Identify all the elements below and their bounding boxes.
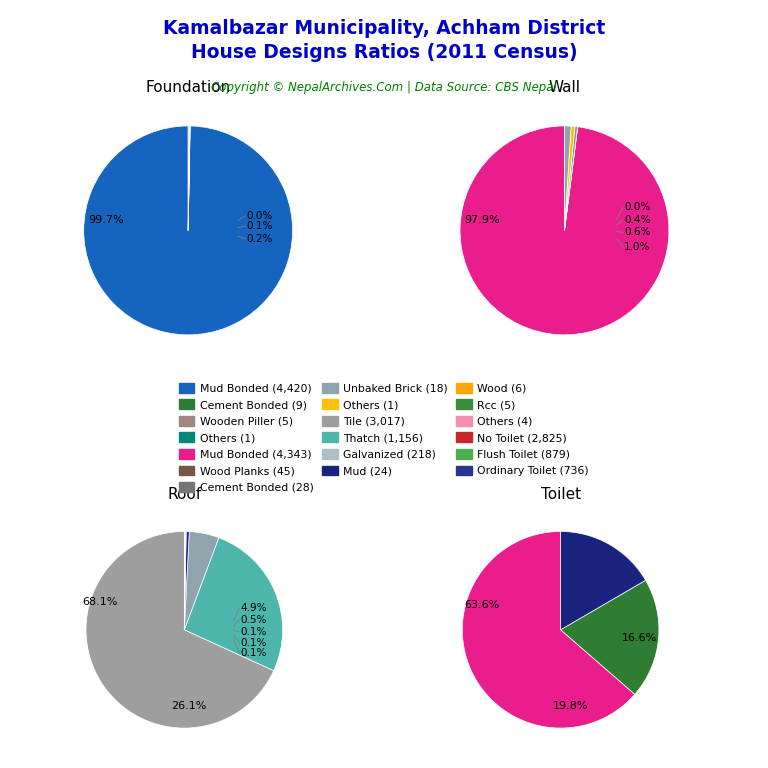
Wedge shape [184, 531, 186, 630]
Wedge shape [184, 531, 189, 630]
Title: Wall: Wall [548, 80, 581, 94]
Wedge shape [462, 531, 635, 728]
Wedge shape [564, 127, 578, 230]
Title: Toilet: Toilet [541, 487, 581, 502]
Wedge shape [184, 538, 283, 670]
Text: 4.9%: 4.9% [240, 603, 266, 613]
Text: 0.2%: 0.2% [247, 233, 273, 243]
Wedge shape [86, 531, 273, 728]
Text: 97.9%: 97.9% [464, 215, 500, 225]
Text: 0.1%: 0.1% [247, 221, 273, 231]
Wedge shape [84, 126, 293, 335]
Text: 0.6%: 0.6% [624, 227, 650, 237]
Title: Roof: Roof [167, 487, 201, 502]
Text: 26.1%: 26.1% [171, 700, 207, 710]
Text: 1.0%: 1.0% [624, 242, 650, 252]
Wedge shape [188, 126, 190, 230]
Text: 63.6%: 63.6% [465, 600, 500, 611]
Wedge shape [564, 127, 578, 230]
Title: Foundation: Foundation [145, 80, 231, 94]
Wedge shape [564, 126, 575, 230]
Text: 16.6%: 16.6% [621, 633, 657, 643]
Wedge shape [460, 126, 669, 335]
Wedge shape [188, 126, 190, 230]
Text: 0.1%: 0.1% [240, 648, 266, 658]
Text: 0.0%: 0.0% [624, 203, 650, 213]
Wedge shape [184, 531, 186, 630]
Text: 0.4%: 0.4% [624, 215, 650, 225]
Wedge shape [188, 126, 190, 230]
Wedge shape [561, 581, 659, 694]
Wedge shape [184, 531, 219, 630]
Text: 0.1%: 0.1% [240, 637, 266, 647]
Text: 19.8%: 19.8% [553, 700, 588, 710]
Text: Kamalbazar Municipality, Achham District
House Designs Ratios (2011 Census): Kamalbazar Municipality, Achham District… [163, 19, 605, 61]
Text: Copyright © NepalArchives.Com | Data Source: CBS Nepal: Copyright © NepalArchives.Com | Data Sou… [211, 81, 557, 94]
Wedge shape [564, 126, 571, 230]
Text: 68.1%: 68.1% [82, 598, 118, 607]
Text: 0.0%: 0.0% [247, 210, 273, 220]
Legend: Mud Bonded (4,420), Cement Bonded (9), Wooden Piller (5), Others (1), Mud Bonded: Mud Bonded (4,420), Cement Bonded (9), W… [180, 383, 588, 492]
Text: 99.7%: 99.7% [88, 215, 124, 225]
Text: 0.5%: 0.5% [240, 615, 266, 625]
Wedge shape [561, 531, 646, 630]
Text: 0.1%: 0.1% [240, 627, 266, 637]
